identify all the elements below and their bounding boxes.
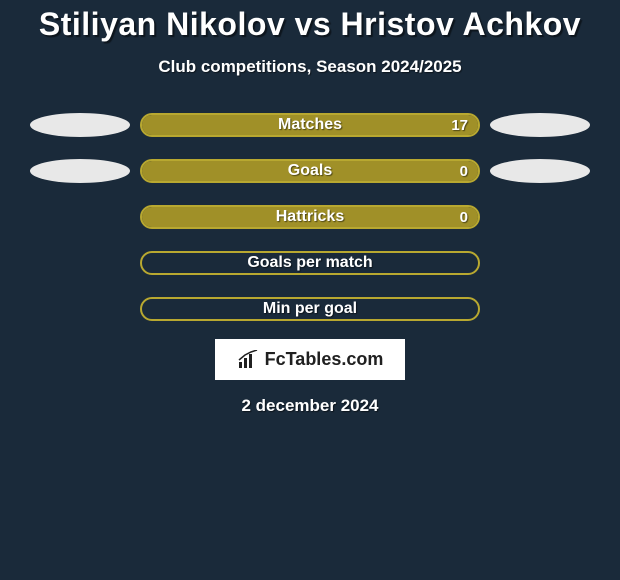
bar-fill-right — [142, 207, 478, 227]
stat-value: 17 — [451, 115, 468, 135]
subtitle: Club competitions, Season 2024/2025 — [158, 57, 461, 77]
player-ellipse-right — [490, 159, 590, 183]
stat-bar: Goals0 — [140, 159, 480, 183]
stat-bar: Goals per match — [140, 251, 480, 275]
stat-value: 0 — [460, 207, 468, 227]
logo-badge: FcTables.com — [215, 339, 406, 380]
stats-rows: Matches17 Goals0 Hattricks0 Goals per match… — [0, 113, 620, 321]
stat-row: Goals per match — [0, 251, 620, 275]
date-text: 2 december 2024 — [241, 396, 378, 416]
player-ellipse-right — [490, 113, 590, 137]
stat-bar: Min per goal — [140, 297, 480, 321]
bar-fill-right — [142, 115, 478, 135]
stat-label: Min per goal — [142, 299, 478, 319]
player-ellipse-left — [30, 113, 130, 137]
stat-bar: Matches17 — [140, 113, 480, 137]
player-ellipse-left — [30, 159, 130, 183]
stat-row: Hattricks0 — [0, 205, 620, 229]
logo-text: FcTables.com — [265, 349, 384, 370]
bar-fill-right — [142, 161, 478, 181]
stat-row: Min per goal — [0, 297, 620, 321]
chart-icon — [237, 350, 259, 370]
stat-row: Matches17 — [0, 113, 620, 137]
stat-row: Goals0 — [0, 159, 620, 183]
stat-label: Goals per match — [142, 253, 478, 273]
page-title: Stiliyan Nikolov vs Hristov Achkov — [39, 6, 581, 43]
stat-value: 0 — [460, 161, 468, 181]
stat-bar: Hattricks0 — [140, 205, 480, 229]
